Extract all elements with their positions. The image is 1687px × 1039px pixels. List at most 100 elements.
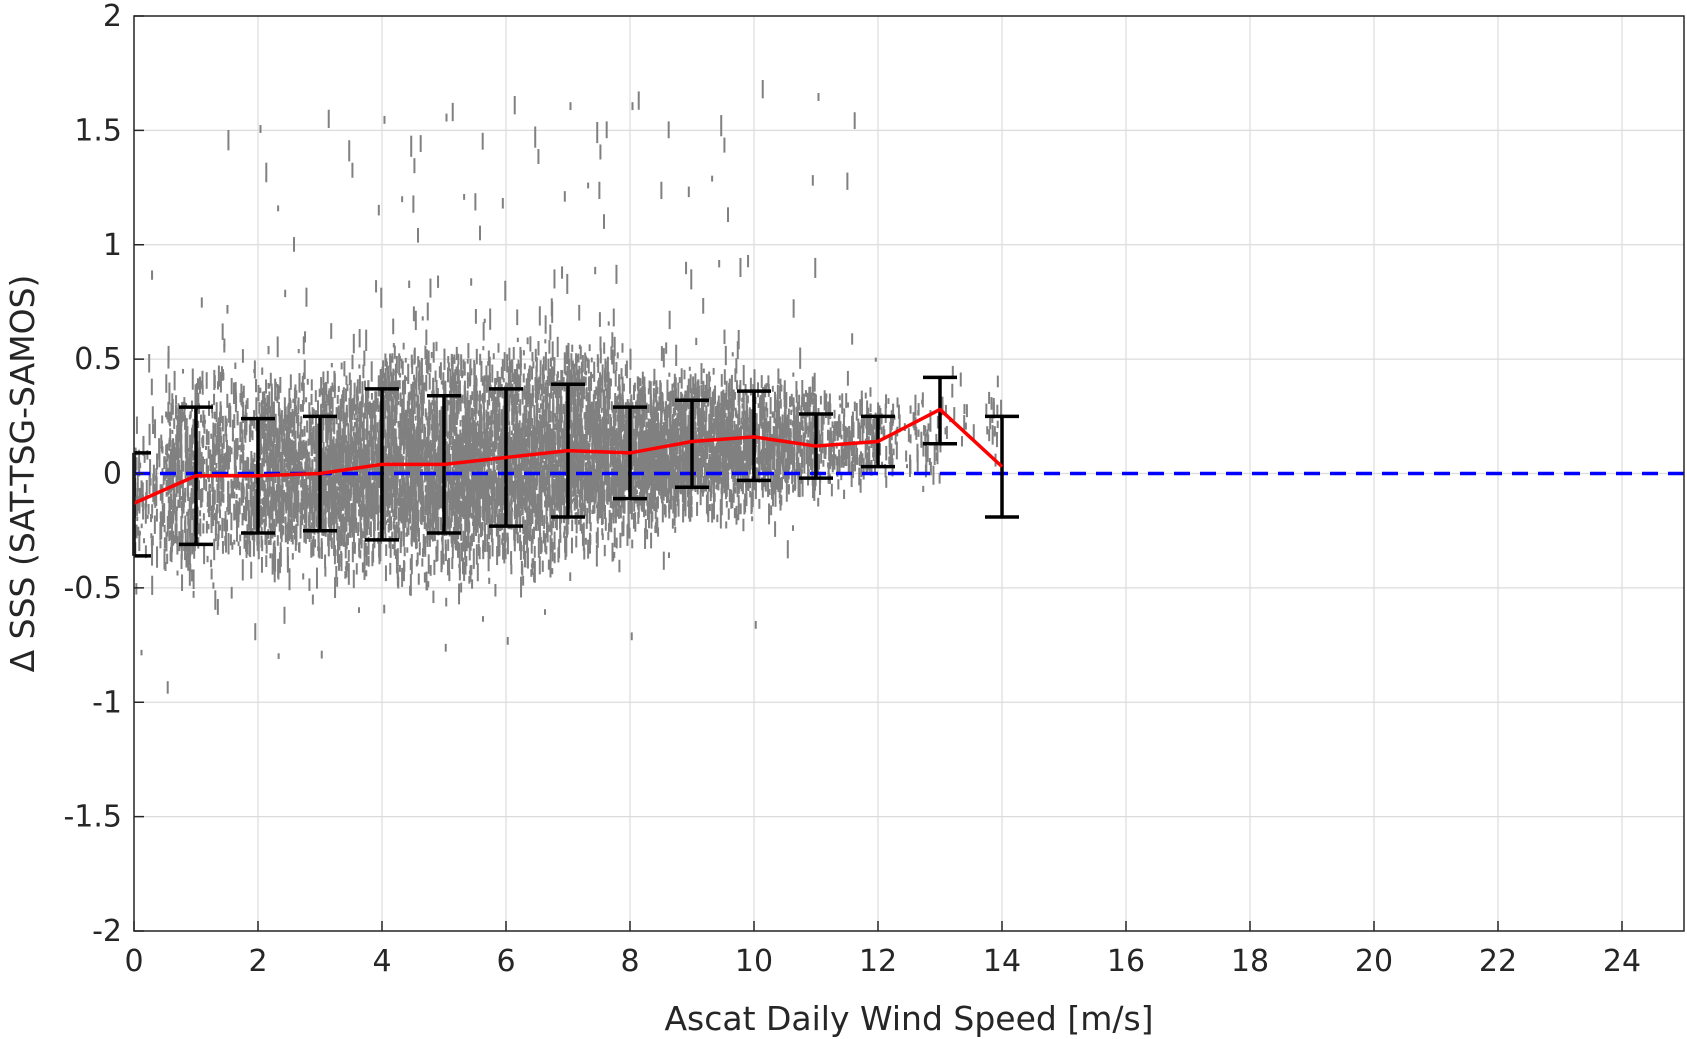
scatter-point xyxy=(501,391,504,399)
scatter-point xyxy=(292,502,295,518)
scatter-point xyxy=(165,479,168,491)
scatter-point xyxy=(318,388,321,398)
scatter-point xyxy=(290,478,293,484)
scatter-point xyxy=(254,510,257,531)
scatter-point xyxy=(411,523,414,543)
scatter-point xyxy=(428,453,431,459)
scatter-point xyxy=(360,451,363,470)
scatter-point xyxy=(287,405,290,428)
scatter-point xyxy=(383,604,386,614)
scatter-point xyxy=(416,552,419,565)
scatter-point xyxy=(353,394,356,411)
scatter-point xyxy=(261,498,264,506)
scatter-point xyxy=(350,413,353,428)
scatter-point xyxy=(234,382,237,394)
scatter-point xyxy=(482,484,485,503)
scatter-point xyxy=(215,435,218,453)
scatter-point xyxy=(277,205,280,212)
scatter-point xyxy=(170,493,173,510)
scatter-point xyxy=(302,513,305,520)
scatter-point xyxy=(297,460,300,479)
scatter-point xyxy=(263,397,266,417)
scatter-point xyxy=(330,362,333,368)
scatter-point xyxy=(554,442,557,454)
scatter-point xyxy=(344,571,347,579)
scatter-point xyxy=(398,564,401,572)
scatter-point xyxy=(543,434,546,443)
scatter-point xyxy=(502,378,505,383)
scatter-point xyxy=(299,461,302,476)
scatter-point xyxy=(438,366,441,378)
scatter-point xyxy=(177,403,180,414)
scatter-point xyxy=(252,481,255,492)
scatter-point xyxy=(272,481,275,493)
scatter-point xyxy=(398,421,401,440)
scatter-point xyxy=(293,487,296,507)
scatter-point xyxy=(244,509,247,522)
scatter-point xyxy=(286,523,289,545)
scatter-point xyxy=(478,547,481,560)
scatter-point xyxy=(206,502,209,508)
scatter-point xyxy=(430,479,433,485)
scatter-point xyxy=(458,563,461,568)
scatter-point xyxy=(405,471,408,486)
scatter-point xyxy=(483,543,486,552)
scatter-point xyxy=(339,453,342,467)
scatter-point xyxy=(469,416,472,434)
scatter-point xyxy=(541,519,544,526)
scatter-point xyxy=(170,535,173,547)
scatter-point xyxy=(361,492,364,500)
scatter-point xyxy=(163,456,166,464)
scatter-point xyxy=(260,556,263,573)
scatter-point xyxy=(437,457,440,464)
scatter-point xyxy=(417,395,420,403)
scatter-point xyxy=(261,465,264,472)
scatter-point xyxy=(230,586,233,599)
scatter-point xyxy=(175,523,178,544)
scatter-point xyxy=(477,457,480,479)
scatter-point xyxy=(463,460,466,477)
scatter-point xyxy=(414,491,417,502)
scatter-point xyxy=(238,481,241,491)
scatter-point xyxy=(348,397,351,413)
scatter-point xyxy=(209,449,212,471)
scatter-point xyxy=(291,553,294,560)
scatter-point xyxy=(418,428,421,445)
scatter-point xyxy=(178,413,181,432)
scatter-point xyxy=(257,534,260,544)
scatter-point xyxy=(492,419,495,425)
scatter-point xyxy=(305,287,308,307)
scatter-point xyxy=(452,474,455,486)
scatter-point xyxy=(271,402,274,416)
scatter-point xyxy=(480,360,483,382)
scatter-point xyxy=(417,356,420,368)
scatter-point xyxy=(333,489,336,510)
scatter-point xyxy=(525,425,528,437)
scatter-point xyxy=(337,463,340,473)
scatter-point xyxy=(288,418,291,434)
scatter-point xyxy=(302,482,305,498)
scatter-point xyxy=(470,533,473,547)
scatter-point xyxy=(371,448,374,458)
scatter-point xyxy=(163,473,166,481)
scatter-point xyxy=(510,430,513,436)
scatter-point xyxy=(506,354,509,373)
scatter-point xyxy=(495,440,498,450)
scatter-point xyxy=(400,419,403,425)
scatter-point xyxy=(393,345,396,359)
scatter-point xyxy=(335,565,338,578)
scatter-point xyxy=(148,354,151,373)
scatter-point xyxy=(146,514,149,519)
scatter-point xyxy=(407,392,410,414)
scatter-point xyxy=(185,438,188,459)
scatter-point xyxy=(535,386,538,403)
scatter-point xyxy=(497,343,500,353)
scatter-point xyxy=(310,393,313,406)
scatter-point xyxy=(395,449,398,468)
scatter-point xyxy=(336,472,339,484)
scatter-point xyxy=(222,434,225,449)
scatter-point xyxy=(367,439,370,447)
scatter-point xyxy=(369,472,372,490)
scatter-point xyxy=(533,561,536,583)
scatter-point xyxy=(452,527,455,533)
